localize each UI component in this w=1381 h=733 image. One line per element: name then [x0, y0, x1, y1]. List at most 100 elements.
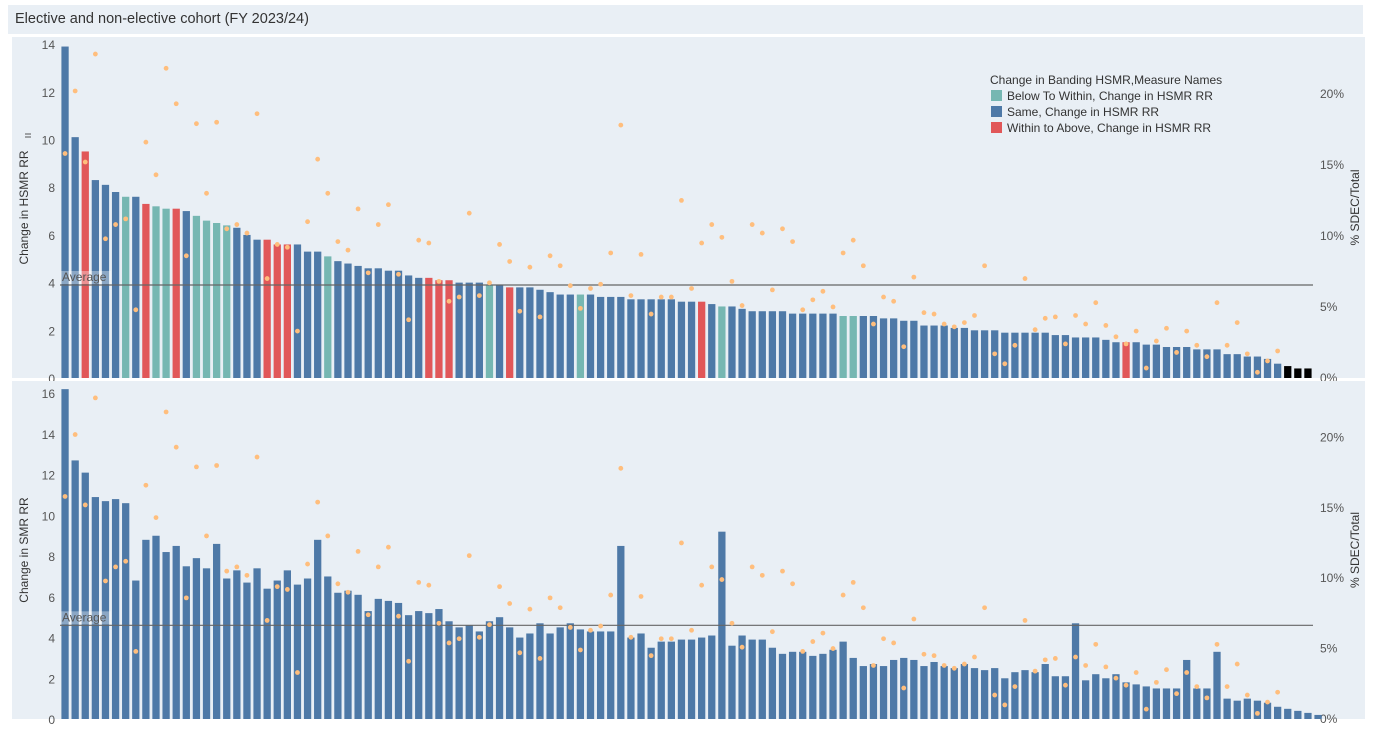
panel-2-sdec-point [254, 454, 260, 460]
panel-1-sdec-point [1204, 354, 1210, 360]
panel-1-sdec-point [487, 280, 492, 286]
panel-1-y2-axis-label: % SDEC/Total [1348, 169, 1362, 245]
panel-2-sdec-point [153, 515, 159, 521]
panel-2-bar [1071, 623, 1080, 719]
panel-1-sdec-point [719, 234, 725, 240]
panel-1-bar [607, 296, 615, 378]
panel-2-y-tick-label: 2 [48, 672, 55, 686]
panel-1-sdec-point [668, 294, 674, 300]
panel-1-bar [61, 46, 69, 378]
panel-1-sdec-point [820, 288, 826, 294]
panel-2-sdec-point [487, 622, 492, 628]
panel-2-sdec-point [365, 612, 371, 618]
panel-1-sdec-point [1002, 361, 1008, 367]
panel-2-bar [81, 472, 89, 719]
panel-1-bar [202, 220, 211, 378]
panel-1-sdec-point [224, 226, 230, 232]
panel-2-sdec-point [911, 616, 917, 622]
panel-2-sdec-point [1002, 702, 1008, 708]
panel-1-sdec-point [113, 222, 118, 227]
panel-1-bar [1001, 332, 1009, 378]
panel-2-bar [657, 641, 665, 719]
panel-2-sdec-point [668, 636, 674, 642]
panel-1-y-tick-label: 12 [42, 86, 56, 100]
panel-1-bar [142, 203, 150, 378]
panel-1-sdec-point [1255, 369, 1260, 375]
panel-2-y-tick-label: 16 [42, 387, 56, 401]
panel-1-sdec-point [517, 308, 523, 314]
panel-2-bar [970, 668, 979, 719]
panel-1-sdec-point [709, 222, 715, 227]
panel-1-sdec-point [608, 250, 614, 256]
panel-1-sdec-point [1063, 341, 1068, 347]
panel-2-sdec-point [1073, 654, 1078, 660]
panel-2-bar [71, 460, 79, 719]
panel-2-sdec-point [274, 584, 280, 590]
panel-2-bar [728, 645, 736, 719]
panel-1-bar [182, 211, 190, 378]
panel-1-sdec-point [1143, 365, 1149, 371]
panel-2-sdec-point [860, 605, 866, 611]
panel-1-bar [1284, 366, 1292, 378]
panel-1-sdec-point [406, 317, 412, 323]
panel-2-sdec-point [780, 568, 785, 574]
panel-2-sdec-point [972, 654, 977, 660]
chart-title: Elective and non-elective cohort (FY 202… [15, 11, 309, 27]
panel-1-sdec-point [62, 151, 68, 156]
panel-1-bar [152, 206, 160, 378]
panel-1-sdec-point [82, 159, 88, 165]
panel-2-sdec-point [295, 670, 300, 675]
panel-1-bar [627, 299, 635, 378]
panel-2-bar [890, 659, 898, 719]
panel-2-bar [940, 666, 948, 719]
panel-1-bar [799, 313, 807, 378]
panel-1-sdec-point [1032, 327, 1038, 333]
panel-1-y-tick-label: 6 [48, 229, 55, 243]
panel-2-bar [91, 497, 100, 719]
panel-1-sdec-point [1184, 328, 1190, 334]
panel-2-bar [223, 578, 231, 719]
panel-2-bar [182, 566, 190, 719]
panel-2-bar [829, 649, 837, 719]
panel-1-bar [869, 316, 878, 378]
panel-2-bar [627, 637, 635, 719]
legend-swatch [991, 106, 1002, 117]
panel-1-bar [1213, 349, 1221, 378]
panel-2-bar [1233, 700, 1241, 719]
panel-1-sdec-point [194, 121, 199, 127]
panel-1-y2-tick-label: 10% [1320, 229, 1344, 243]
panel-1-sdec-point [426, 240, 432, 246]
panel-1-bar [273, 244, 281, 378]
panel-1-sdec-point [1012, 342, 1018, 348]
panel-1-sdec-point [547, 253, 553, 259]
panel-2-sdec-point [901, 685, 907, 691]
panel-2-bar [586, 631, 595, 719]
panel-1-sdec-point [244, 230, 250, 236]
panel-1-sdec-point [375, 222, 381, 227]
panel-2-bar [1092, 674, 1100, 719]
panel-2-bar [344, 590, 352, 719]
panel-1-bar [324, 256, 332, 378]
panel-1-y-tick-label: 10 [42, 134, 56, 148]
panel-1-sdec-point [345, 247, 351, 253]
panel-2-y-tick-label: 10 [42, 509, 56, 523]
panel-1-bar [415, 277, 423, 378]
panel-1-bar [435, 280, 443, 378]
panel-2-sdec-point [466, 553, 472, 559]
panel-2-sdec-point [143, 482, 149, 488]
panel-1-bar [394, 270, 403, 378]
panel-2-bar [738, 635, 746, 719]
panel-2-bar [243, 582, 251, 719]
panel-2-sdec-point [1012, 684, 1018, 690]
panel-1-bar [132, 196, 140, 378]
panel-2-sdec-point [699, 582, 705, 588]
panel-2-bar [142, 539, 150, 719]
panel-1-sdec-point [749, 222, 755, 227]
panel-1-bar [647, 299, 655, 378]
panel-2-sdec-point [1103, 664, 1109, 670]
panel-2-sdec-point [133, 649, 139, 654]
panel-1-bar [1011, 332, 1019, 378]
panel-2-bar [687, 639, 696, 719]
panel-2-bar [1162, 688, 1171, 719]
